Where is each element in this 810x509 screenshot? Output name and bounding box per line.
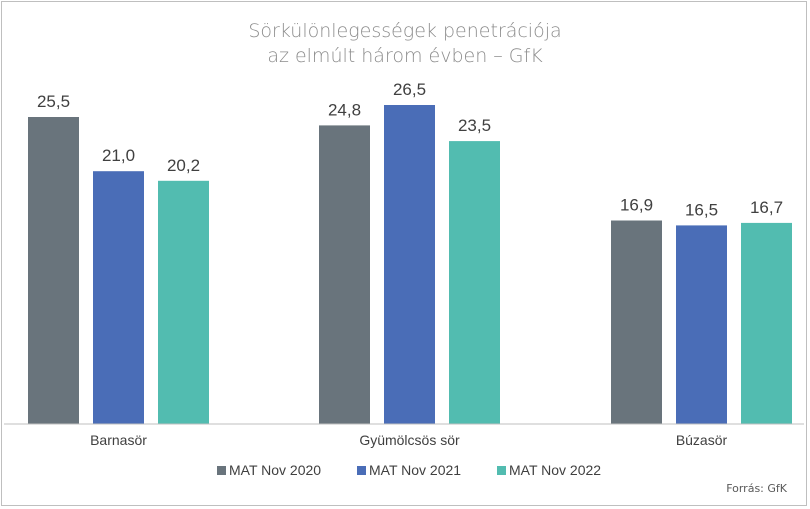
bar-1-2 <box>319 125 370 425</box>
value-label-3-2: 23,5 <box>458 116 491 135</box>
legend-label-2: MAT Nov 2021 <box>369 462 461 478</box>
category-label-3: Búzasör <box>676 432 728 448</box>
source-note: Forrás: GfK <box>726 482 788 495</box>
legend-swatch-2 <box>357 466 366 475</box>
bar-2-1 <box>93 171 144 424</box>
bar-2-2 <box>384 105 435 424</box>
value-label-2-1: 21,0 <box>102 146 135 165</box>
value-label-1-1: 25,5 <box>37 92 70 111</box>
legend-label-3: MAT Nov 2022 <box>509 462 601 478</box>
value-label-3-1: 20,2 <box>167 156 200 175</box>
chart-title-line-2: az elmúlt három évben – GfK <box>267 45 543 67</box>
legend-label-1: MAT Nov 2020 <box>229 462 321 478</box>
category-label-1: Barnasör <box>90 432 147 448</box>
value-label-3-3: 16,7 <box>750 198 783 217</box>
chart-title-line-1: Sörkülönlegességek penetrációja <box>248 20 562 42</box>
bar-2-3 <box>676 225 727 424</box>
legend-swatch-1 <box>217 466 226 475</box>
bar-1-3 <box>611 220 662 424</box>
value-label-1-3: 16,9 <box>620 196 653 215</box>
value-label-1-2: 24,8 <box>328 100 361 119</box>
bar-3-2 <box>449 141 500 424</box>
bar-1-1 <box>28 117 79 424</box>
value-label-2-3: 16,5 <box>685 200 718 219</box>
bar-3-3 <box>741 222 792 424</box>
category-label-2: Gyümölcsös sör <box>359 432 460 448</box>
legend-swatch-3 <box>497 466 506 475</box>
value-label-2-2: 26,5 <box>393 80 426 99</box>
bar-3-1 <box>158 180 209 424</box>
